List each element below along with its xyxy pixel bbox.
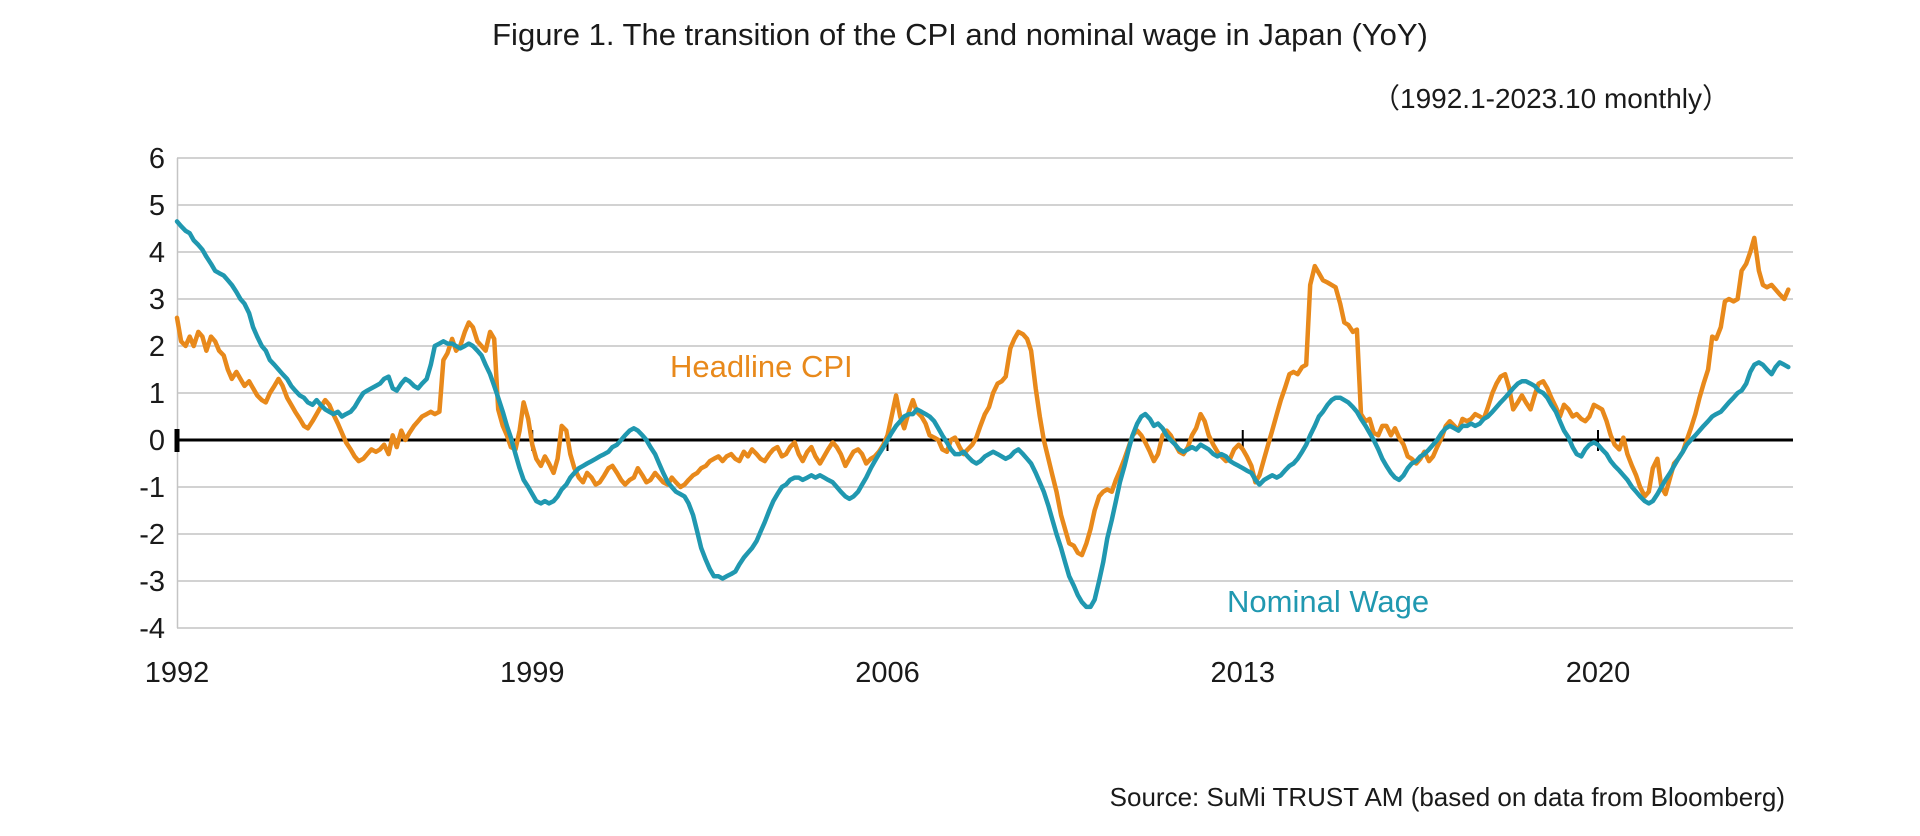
- y-axis-tick-label: 0: [149, 425, 165, 457]
- y-axis-tick-label: -1: [139, 472, 165, 504]
- nominal-wage-line: [174, 219, 1791, 610]
- y-axis-tick-label: 4: [149, 237, 165, 269]
- headline-cpi-line: [174, 235, 1791, 558]
- y-axis-tick-label: -3: [139, 566, 165, 598]
- chart-subtitle: （1992.1-2023.10 monthly）: [1372, 83, 1730, 114]
- y-axis-tick-label: 1: [149, 378, 165, 410]
- x-axis-tick-label: 2020: [1566, 657, 1631, 689]
- y-axis-labels: 6 5 4 3 2 1 0 -1 -2 -3 -4: [139, 143, 165, 645]
- x-axis-tick-label: 2013: [1210, 657, 1275, 689]
- x-axis-tick-label: 1999: [500, 657, 565, 689]
- nominal-wage-series-label: Nominal Wage: [1227, 584, 1429, 619]
- y-axis-tick-label: 3: [149, 284, 165, 316]
- y-axis-tick-label: 2: [149, 331, 165, 363]
- source-note: Source: SuMi TRUST AM (based on data fro…: [1110, 782, 1785, 812]
- y-axis-tick-label: 5: [149, 190, 165, 222]
- headline-cpi-series-label: Headline CPI: [670, 349, 853, 384]
- x-axis-tick-label: 2006: [855, 657, 920, 689]
- y-axis-tick-label: 6: [149, 143, 165, 175]
- chart-title: Figure 1. The transition of the CPI and …: [492, 17, 1428, 52]
- x-axis-tick-label: 1992: [145, 657, 210, 689]
- x-axis-labels: 1992 1999 2006 2013 2020: [145, 657, 1631, 689]
- y-axis-tick-label: -4: [139, 613, 165, 645]
- y-axis-tick-label: -2: [139, 519, 165, 551]
- gridlines: [177, 157, 1793, 629]
